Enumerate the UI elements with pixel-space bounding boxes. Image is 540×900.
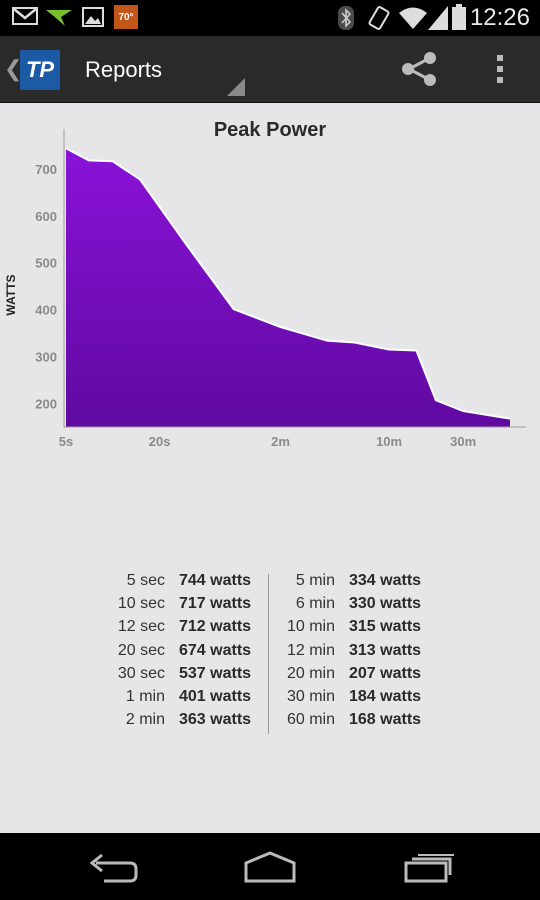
- power-curve-line: [65, 147, 511, 420]
- duration-label: 5 sec: [126, 572, 165, 589]
- y-tick-label: 500: [35, 256, 57, 271]
- gmail-icon: [12, 7, 38, 25]
- table-row: 5 min 334 watts: [272, 572, 421, 595]
- peak-power-chart: 200 300 400 500 600 700 5s 20s 2m 10m 30m Peak Pow…: [0, 103, 540, 463]
- x-tick-label: 20s: [149, 434, 171, 449]
- chart-title: Peak Power: [213, 119, 327, 141]
- overflow-menu-icon[interactable]: [490, 50, 510, 88]
- back-chevron-icon[interactable]: ❮: [4, 56, 23, 81]
- x-tick-label: 10m: [376, 434, 402, 449]
- power-value: 168 watts: [349, 711, 422, 729]
- duration-label: 1 min: [125, 687, 165, 705]
- page-title[interactable]: Reports: [85, 57, 163, 82]
- table-row: 10 min 315 watts: [272, 618, 421, 641]
- power-value: 207 watts: [349, 664, 422, 682]
- power-value: 712 watts: [179, 618, 252, 636]
- table-row: 2 min 363 watts: [96, 711, 251, 734]
- duration-label: 20 sec: [117, 641, 165, 659]
- x-tick-label: 2m: [271, 434, 290, 449]
- power-value: 717 watts: [179, 595, 252, 613]
- x-tick-label: 30m: [450, 434, 476, 449]
- signal-icon: [428, 6, 448, 30]
- weather-icon: 70°: [114, 5, 138, 29]
- status-time: 12:26: [469, 4, 530, 31]
- duration-label: 10 sec: [117, 595, 165, 613]
- vibrate-icon: [368, 6, 390, 30]
- peak-power-table: 5 sec 744 watts 10 sec 717 watts 12 sec 712 w…: [0, 572, 540, 742]
- duration-label: 12 sec: [117, 618, 165, 636]
- table-row: 6 min 330 watts: [272, 595, 421, 618]
- table-row: 60 min 168 watts: [272, 711, 421, 734]
- table-row: 20 sec 674 watts: [96, 642, 251, 665]
- table-row: 10 sec 717 watts: [96, 595, 251, 618]
- bluetooth-icon: [338, 6, 354, 30]
- status-bar: 70° 12:26: [0, 0, 540, 36]
- image-icon: [82, 7, 104, 27]
- power-value: 674 watts: [179, 641, 252, 659]
- table-row: 12 min 313 watts: [272, 642, 421, 665]
- peak-table-right-column: 5 min 334 watts 6 min 330 watts 10 min 315 wa…: [272, 572, 421, 734]
- app-logo-text: TP: [25, 57, 55, 82]
- app-logo[interactable]: TP: [20, 50, 60, 90]
- duration-label: 5 min: [295, 572, 335, 589]
- spinner-dropdown-indicator[interactable]: [227, 78, 245, 96]
- y-tick-label: 200: [35, 397, 57, 412]
- y-tick-label: 300: [35, 350, 57, 365]
- duration-label: 10 min: [286, 618, 335, 636]
- power-value: 184 watts: [349, 687, 422, 705]
- home-icon[interactable]: [240, 849, 300, 885]
- share-icon[interactable]: [400, 50, 438, 88]
- wifi-icon: [399, 7, 427, 29]
- action-bar: ❮ TP Reports: [0, 36, 540, 103]
- chart-svg: 200 300 400 500 600 700 5s 20s 2m 10m 30m: [35, 129, 526, 449]
- app-notification-icon: [46, 10, 72, 26]
- duration-label: 30 min: [286, 687, 335, 705]
- x-tick-label: 5s: [59, 434, 73, 449]
- power-value: 313 watts: [349, 641, 422, 659]
- power-value: 744 watts: [179, 572, 252, 589]
- temperature-badge: 70°: [118, 11, 134, 23]
- duration-label: 30 sec: [117, 664, 165, 682]
- duration-label: 12 min: [286, 641, 335, 659]
- battery-icon: [452, 4, 466, 30]
- y-tick-label: 700: [35, 162, 57, 177]
- y-tick-label: 400: [35, 303, 57, 318]
- table-row: 30 min 184 watts: [272, 688, 421, 711]
- power-value: 330 watts: [349, 595, 422, 613]
- navigation-bar: [0, 833, 540, 900]
- table-row: 5 sec 744 watts: [96, 572, 251, 595]
- duration-label: 60 min: [286, 711, 335, 729]
- table-divider: [268, 574, 269, 734]
- duration-label: 2 min: [125, 711, 165, 729]
- y-axis-label: WATTS: [4, 274, 18, 316]
- duration-label: 6 min: [295, 595, 335, 613]
- table-row: 30 sec 537 watts: [96, 665, 251, 688]
- power-value: 315 watts: [349, 618, 422, 636]
- table-row: 20 min 207 watts: [272, 665, 421, 688]
- power-value: 334 watts: [349, 572, 422, 589]
- y-tick-label: 600: [35, 209, 57, 224]
- recent-apps-icon[interactable]: [398, 849, 458, 885]
- duration-label: 20 min: [286, 664, 335, 682]
- power-value: 537 watts: [179, 664, 252, 682]
- table-row: 1 min 401 watts: [96, 688, 251, 711]
- back-icon[interactable]: [82, 849, 142, 885]
- power-value: 401 watts: [179, 687, 252, 705]
- power-value: 363 watts: [179, 711, 252, 729]
- peak-table-left-column: 5 sec 744 watts 10 sec 717 watts 12 sec 712 w…: [96, 572, 251, 734]
- power-curve-area: [66, 148, 510, 427]
- table-row: 12 sec 712 watts: [96, 618, 251, 641]
